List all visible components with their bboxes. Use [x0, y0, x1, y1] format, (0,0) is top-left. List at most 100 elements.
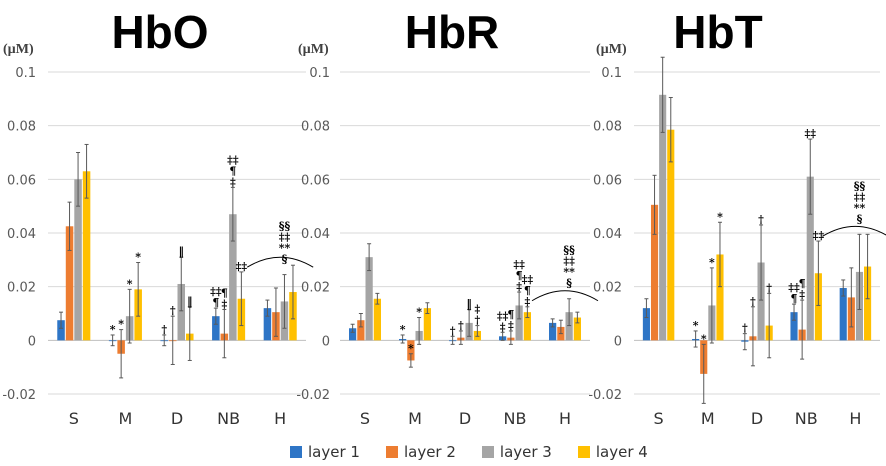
hbo-ytick-label: 0.08	[7, 120, 36, 135]
hbt-bar-s-layer-4	[667, 129, 675, 341]
hbo-category-label-h: H	[274, 409, 286, 428]
hbo-significance-mark-line: *	[118, 318, 124, 331]
hbt-category-label-h: H	[849, 409, 861, 428]
hbo-ytick-label: 0.02	[7, 281, 36, 296]
hbr-significance-mark: *	[400, 323, 406, 336]
hbt-ytick-label: 0.02	[593, 281, 622, 296]
hbr-significance-mark-line: †	[474, 314, 480, 327]
hbo-significance-mark-line: ¶	[212, 296, 219, 309]
hbt-ytick-label: -0.02	[588, 388, 622, 403]
hbt-significance-mark-line: †	[742, 322, 748, 335]
hbt-ytick-label: 0.08	[593, 120, 622, 135]
hbt-significance-mark-line: *	[717, 210, 723, 223]
hbr-significance-mark-line: §	[566, 277, 572, 290]
hbt-ytick-label: 0.06	[593, 173, 622, 188]
hbr-ytick-label: 0.1	[309, 66, 330, 81]
legend-swatch-layer-1	[290, 446, 302, 458]
hbo-significance-mark-line: ‡	[221, 297, 227, 310]
hbt-unit-label: (µM)	[596, 42, 627, 57]
hbt-significance-mark-line: ‡‡	[805, 127, 817, 140]
hbt-significance-mark-line: †	[758, 213, 764, 226]
hbr-significance-mark-line: ¶	[524, 284, 531, 297]
hbt-significance-mark-line: §	[857, 212, 863, 225]
hbo-significance-mark-line: ‡‡	[279, 231, 291, 244]
legend-swatch-layer-2	[385, 446, 398, 458]
hbo-significance-mark-line: ‡‡	[227, 153, 239, 166]
hbo-significance-mark-line: ‡	[230, 175, 236, 188]
hbo-significance-mark-line: †	[161, 323, 167, 336]
hbr-bar-s-layer-1	[349, 328, 357, 341]
hbr-significance-mark: †	[458, 319, 464, 332]
legend-swatch-layer-3	[481, 446, 494, 458]
hbr-significance-mark: ‡‡ ‡	[497, 309, 509, 333]
hbr-category-label-d: D	[459, 409, 471, 428]
hbt-significance-mark: *	[709, 256, 715, 269]
hbr-significance-mark-line: ‡	[524, 295, 530, 308]
hbt-bar-s-layer-2	[650, 204, 659, 341]
hbo-bar-h-layer-1	[263, 308, 272, 341]
hbr-significance-mark-line: ‡‡	[513, 258, 525, 271]
hbt-bar-h-layer-1	[839, 288, 847, 341]
hbr-significance-mark-line: ‡	[508, 319, 514, 332]
hbt-category-label-s: S	[654, 409, 664, 428]
hbt-bar-s-layer-3	[659, 94, 667, 341]
hbt-bar-d-layer-3	[757, 262, 765, 341]
hbo-significance-mark: ‡‡ ¶	[210, 285, 222, 309]
hbt-h-significance-arc	[822, 225, 886, 237]
hbt-significance-mark-line: ¶	[799, 277, 806, 290]
hbt-bar-h-layer-4	[864, 266, 872, 341]
hbt-significance-mark-line: *	[709, 256, 715, 269]
hbr-category-label-s: S	[360, 409, 370, 428]
hbr-ytick-label: 0	[322, 334, 330, 349]
hbt-significance-mark: *	[717, 210, 723, 223]
hbo-significance-mark: ¶ ‡	[221, 286, 228, 310]
hbt-significance-mark-line: **	[854, 201, 866, 214]
hbt-significance-mark: †	[758, 213, 764, 226]
hbr-significance-mark-line: ‡	[474, 303, 480, 316]
hbo-significance-mark-line: §§	[279, 220, 291, 233]
hbr-bar-s-layer-2	[357, 320, 365, 341]
hbr-significance-mark: ‖	[466, 297, 472, 310]
hbo-bar-s-layer-4	[82, 171, 91, 341]
hbt-significance-mark-line: †	[766, 281, 772, 294]
hbo-significance-mark: †	[170, 304, 176, 317]
hbr-significance-mark-line: *	[416, 306, 422, 319]
hbt-bar-m-layer-4	[716, 254, 724, 341]
hbr-significance-mark: †	[450, 324, 456, 337]
hbr-category-label-h: H	[559, 409, 571, 428]
hbt-significance-mark-line: §§	[854, 179, 866, 192]
hbo-bar-nb-layer-3	[229, 214, 237, 341]
hbo-significance-mark: *	[135, 251, 141, 264]
hbo-significance-mark: ‖	[187, 295, 193, 308]
hbo-ytick-label: 0.1	[15, 66, 36, 81]
hbr-significance-mark-line: ‡‡	[497, 309, 509, 322]
hbo-bar-nb-layer-1	[212, 316, 220, 341]
legend-item-layer-1: layer 1	[290, 443, 360, 461]
hbo-unit-label: (µM)	[3, 42, 34, 57]
hbt-significance-mark-line: ‡‡	[813, 229, 825, 242]
hbr-title: HbR	[405, 6, 500, 58]
hbt-bar-s-layer-1	[642, 308, 650, 341]
hbr-significance-mark-line: ‖	[466, 297, 472, 310]
hbr-bar-m-layer-2	[407, 340, 415, 361]
legend-item-layer-3: layer 3	[481, 443, 552, 461]
hbr-bar-h-layer-1	[549, 322, 557, 341]
hbr-significance-mark-line: ‡‡	[563, 255, 575, 268]
hbr-significance-mark-line: §§	[563, 244, 575, 257]
hbo-significance-mark: ‖	[179, 245, 185, 258]
hbo-category-label-s: S	[69, 409, 79, 428]
hbo-significance-mark-line: ‖	[187, 295, 193, 308]
hbr-significance-mark-line: †	[458, 319, 464, 332]
hbr-significance-mark-line: ¶	[516, 269, 523, 282]
hbr-significance-mark-line: †	[450, 324, 456, 337]
hbt-significance-mark-line: ‡	[799, 288, 805, 301]
hbo-bar-s-layer-2	[65, 226, 74, 341]
hbt-category-label-d: D	[751, 409, 763, 428]
hbt-significance-mark: ¶ ‡	[799, 277, 806, 301]
hbr-significance-mark-line: ‡	[516, 280, 522, 293]
hbr-unit-label: (µM)	[298, 42, 329, 57]
hbo-significance-mark-line: ‡‡	[236, 260, 248, 273]
hbt-significance-mark-line: ¶	[791, 292, 798, 305]
hbt-significance-mark-line: *	[701, 332, 707, 345]
hbo-bar-s-layer-3	[74, 179, 82, 341]
